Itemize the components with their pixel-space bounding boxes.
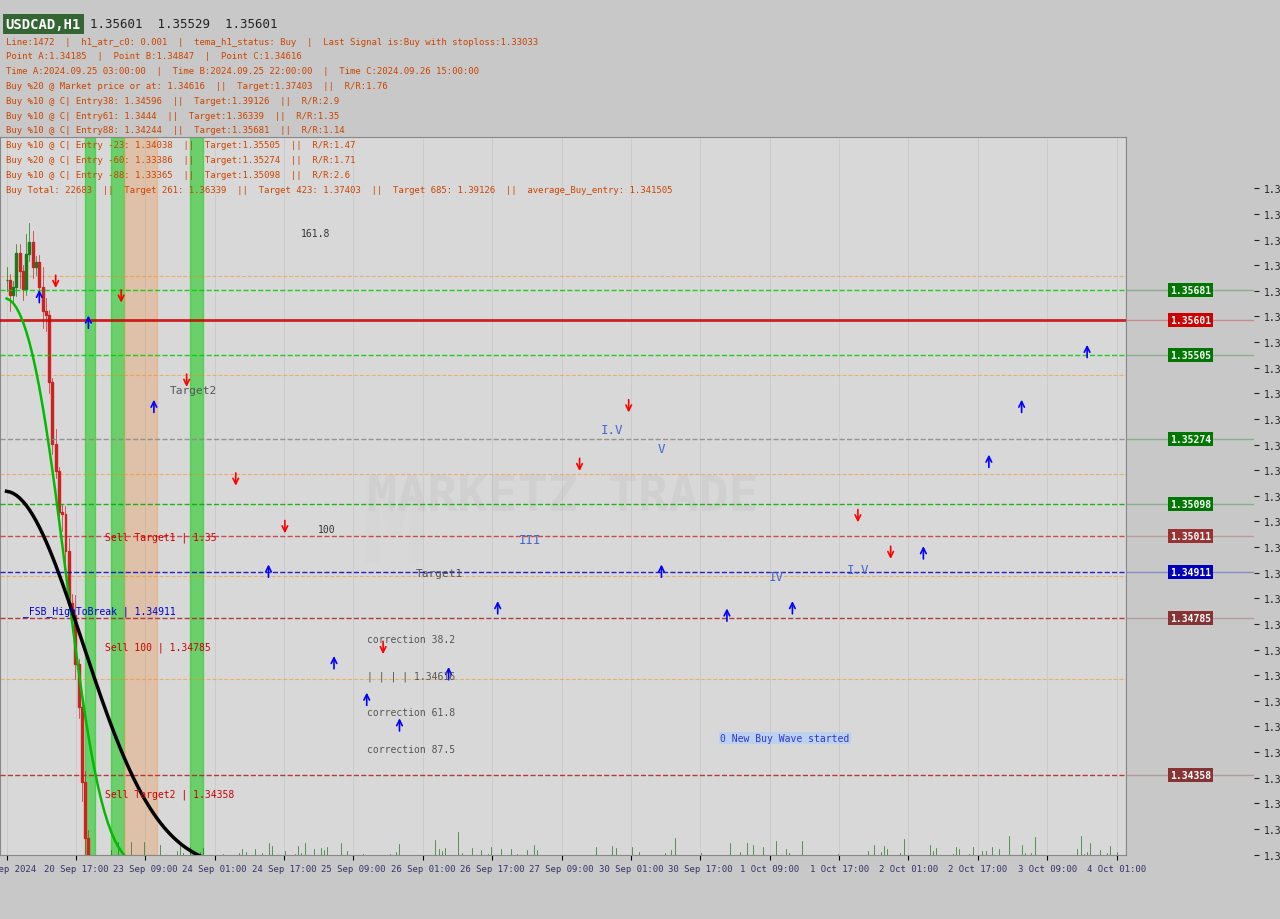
Bar	[35, 263, 37, 267]
Text: USDCAD,H1: USDCAD,H1	[5, 18, 81, 32]
Bar	[61, 512, 63, 514]
Bar	[38, 263, 40, 288]
Text: 1.35681: 1.35681	[1170, 286, 1211, 296]
Text: M: M	[361, 479, 428, 585]
Bar	[78, 664, 79, 707]
Text: Sell Target2 | 1.34358: Sell Target2 | 1.34358	[105, 789, 234, 799]
Text: 0 New Buy Wave started: 0 New Buy Wave started	[721, 733, 850, 743]
Text: Target1: Target1	[416, 569, 463, 579]
Bar	[124, 138, 157, 855]
Bar	[111, 138, 124, 855]
Bar	[58, 471, 60, 512]
Text: Buy %10 @ C| Entry61: 1.3444  ||  Target:1.36339  ||  R/R:1.35: Buy %10 @ C| Entry61: 1.3444 || Target:1…	[5, 111, 339, 120]
Bar	[68, 551, 69, 604]
Bar	[26, 255, 27, 289]
Text: Sell 100 | 1.34785: Sell 100 | 1.34785	[105, 641, 210, 652]
Bar	[19, 254, 20, 272]
Text: Target2: Target2	[170, 386, 218, 396]
Bar	[15, 254, 18, 288]
Bar	[51, 382, 54, 444]
Text: 1.35274: 1.35274	[1170, 435, 1211, 445]
Bar	[28, 243, 31, 255]
Text: correction 87.5: correction 87.5	[367, 744, 454, 754]
Bar	[84, 782, 86, 838]
Text: 1.35011: 1.35011	[1170, 531, 1211, 541]
Bar	[87, 838, 90, 869]
Text: Line:1472  |  h1_atr_c0: 0.001  |  tema_h1_status: Buy  |  Last Signal is:Buy wi: Line:1472 | h1_atr_c0: 0.001 | tema_h1_s…	[5, 38, 538, 47]
Text: Buy %20 @ Market price or at: 1.34616  ||  Target:1.37403  ||  R/R:1.76: Buy %20 @ Market price or at: 1.34616 ||…	[5, 82, 388, 91]
Bar	[72, 604, 73, 616]
Text: III: III	[520, 534, 541, 547]
Bar	[86, 138, 95, 855]
Bar	[189, 138, 204, 855]
Bar	[22, 272, 24, 289]
Bar	[55, 444, 56, 471]
Bar	[9, 280, 10, 296]
Text: correction 61.8: correction 61.8	[367, 708, 454, 718]
Text: Buy %10 @ C| Entry88: 1.34244  ||  Target:1.35681  ||  R/R:1.14: Buy %10 @ C| Entry88: 1.34244 || Target:…	[5, 126, 344, 135]
Text: Point A:1.34185  |  Point B:1.34847  |  Point C:1.34616: Point A:1.34185 | Point B:1.34847 | Poin…	[5, 52, 301, 62]
Text: 1.35601: 1.35601	[1170, 315, 1211, 325]
Text: 1.34358: 1.34358	[1170, 770, 1211, 780]
Text: Buy %10 @ C| Entry -23: 1.34038  ||  Target:1.35505  ||  R/R:1.47: Buy %10 @ C| Entry -23: 1.34038 || Targe…	[5, 141, 355, 150]
Text: 1.34785: 1.34785	[1170, 614, 1211, 624]
Text: 161.8: 161.8	[301, 229, 330, 239]
Bar	[41, 288, 44, 312]
Text: 1.35601  1.35529  1.35601: 1.35601 1.35529 1.35601	[90, 18, 278, 31]
Text: Time A:2024.09.25 03:00:00  |  Time B:2024.09.25 22:00:00  |  Time C:2024.09.26 : Time A:2024.09.25 03:00:00 | Time B:2024…	[5, 67, 479, 76]
Bar	[49, 316, 50, 382]
Text: I.V: I.V	[602, 424, 623, 437]
Text: 100: 100	[317, 525, 335, 535]
Text: Buy %10 @ C| Entry -88: 1.33365  ||  Target:1.35098  ||  R/R:2.6: Buy %10 @ C| Entry -88: 1.33365 || Targe…	[5, 171, 349, 179]
Text: V: V	[658, 442, 666, 455]
Text: Buy %10 @ C| Entry38: 1.34596  ||  Target:1.39126  ||  R/R:2.9: Buy %10 @ C| Entry38: 1.34596 || Target:…	[5, 96, 339, 106]
Bar	[45, 312, 47, 316]
Text: 1.35505: 1.35505	[1170, 350, 1211, 360]
Bar	[74, 616, 77, 664]
Text: correction 38.2: correction 38.2	[367, 634, 454, 644]
Text: IV: IV	[768, 570, 783, 584]
Text: MARKETZ TRADE: MARKETZ TRADE	[367, 472, 759, 520]
Text: Buy %20 @ C| Entry -60: 1.33386  ||  Target:1.35274  ||  R/R:1.71: Buy %20 @ C| Entry -60: 1.33386 || Targe…	[5, 156, 355, 165]
Text: 1.35098: 1.35098	[1170, 499, 1211, 509]
Text: | | | | 1.34616: | | | | 1.34616	[367, 671, 454, 682]
Bar	[81, 707, 83, 782]
Bar	[64, 514, 67, 551]
Text: Buy Total: 22683  ||  Target 261: 1.36339  ||  Target 423: 1.37403  ||  Target 6: Buy Total: 22683 || Target 261: 1.36339 …	[5, 186, 672, 195]
Text: 1.34911: 1.34911	[1170, 568, 1211, 578]
Bar	[32, 243, 33, 267]
Text: Sell Target1 | 1.35: Sell Target1 | 1.35	[105, 532, 216, 542]
Bar	[12, 288, 14, 296]
Text: _FSB_HighToBreak | 1.34911: _FSB_HighToBreak | 1.34911	[23, 606, 175, 617]
Text: I.V: I.V	[846, 563, 869, 576]
